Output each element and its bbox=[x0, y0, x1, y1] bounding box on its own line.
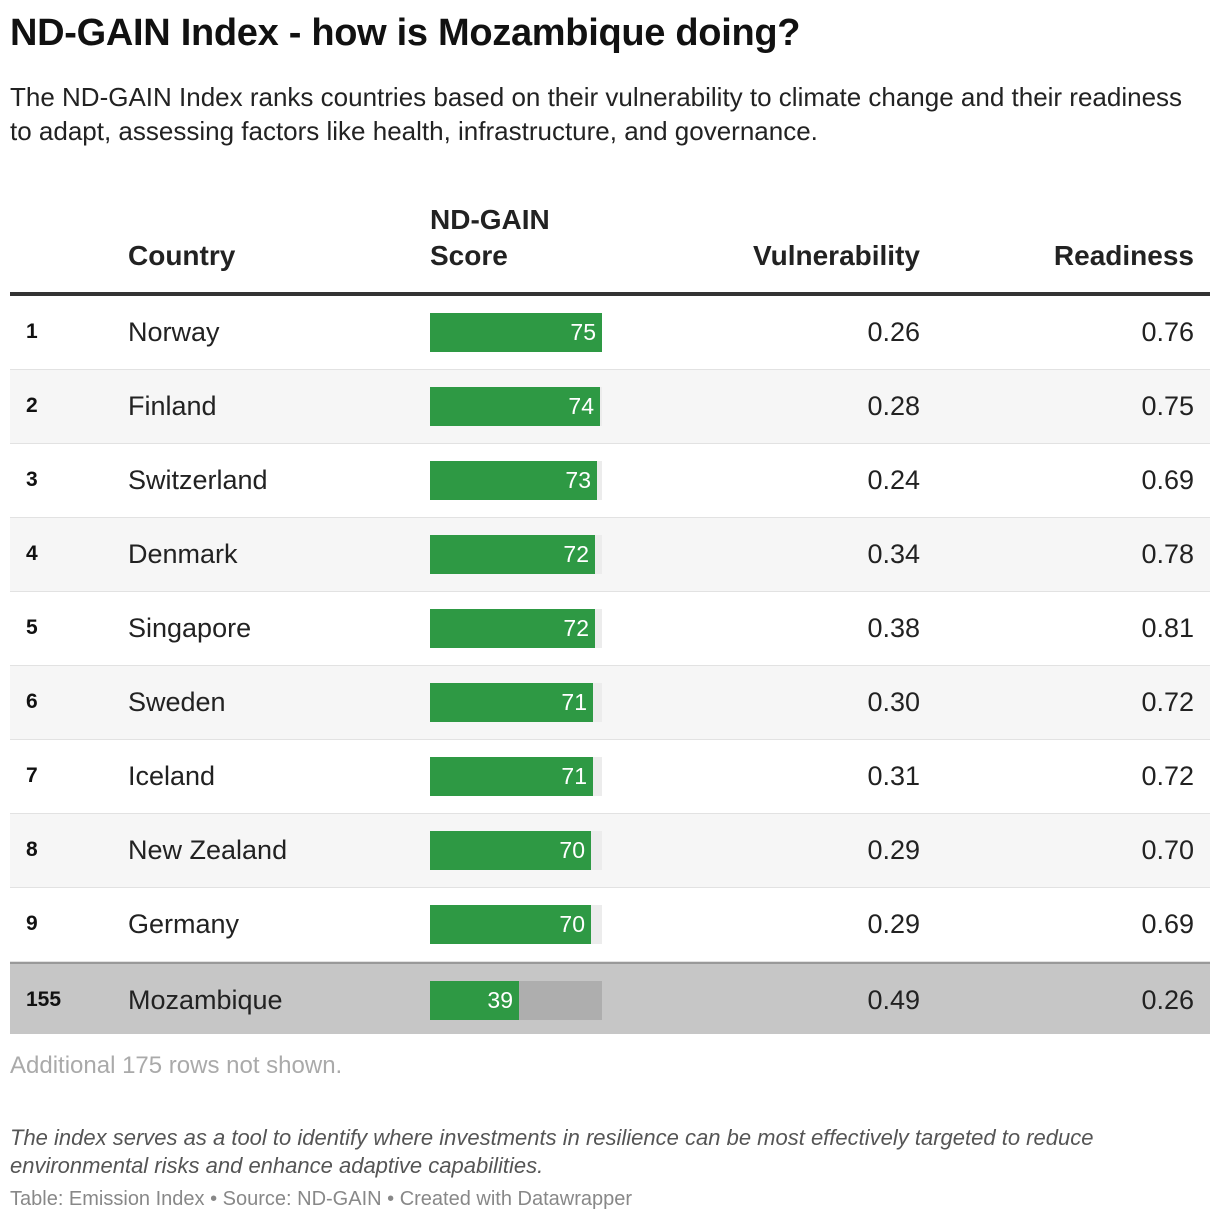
rank-cell: 9 bbox=[26, 912, 38, 935]
score-bar: 71 bbox=[430, 757, 593, 796]
score-bar: 73 bbox=[430, 461, 597, 500]
score-bar: 72 bbox=[430, 609, 595, 648]
vulnerability-cell: 0.28 bbox=[867, 391, 920, 421]
column-header-vulnerability[interactable]: Vulnerability bbox=[752, 240, 920, 271]
table-header: Country ND-GAIN Score Vulnerability Read… bbox=[10, 200, 1210, 296]
readiness-cell: 0.75 bbox=[1141, 391, 1194, 421]
readiness-cell: 0.72 bbox=[1141, 687, 1194, 717]
table-row: 4 Denmark 72 0.34 0.78 bbox=[10, 518, 1210, 592]
score-bar: 70 bbox=[430, 831, 591, 870]
score-bar-track: 71 bbox=[430, 757, 602, 796]
rank-cell: 4 bbox=[26, 542, 38, 565]
rank-cell: 6 bbox=[26, 690, 38, 713]
vulnerability-cell: 0.24 bbox=[867, 465, 920, 495]
score-bar-track: 71 bbox=[430, 683, 602, 722]
rank-cell: 2 bbox=[26, 394, 38, 417]
score-label: 74 bbox=[568, 393, 594, 419]
vulnerability-cell: 0.38 bbox=[867, 613, 920, 643]
readiness-cell: 0.69 bbox=[1141, 465, 1194, 495]
rank-cell: 155 bbox=[26, 988, 62, 1011]
chart-title: ND-GAIN Index - how is Mozambique doing? bbox=[10, 12, 801, 54]
vulnerability-cell: 0.26 bbox=[867, 317, 920, 347]
score-bar-track: 70 bbox=[430, 831, 602, 870]
rank-cell: 1 bbox=[26, 320, 38, 343]
score-bar-track: 75 bbox=[430, 313, 602, 352]
score-label: 73 bbox=[565, 467, 591, 493]
readiness-cell: 0.69 bbox=[1141, 909, 1194, 939]
column-header-score[interactable]: ND-GAIN Score bbox=[430, 204, 550, 271]
table-body: 1 Norway 75 0.26 0.76 2 Finland 74 0.28 0.75 3 Swit… bbox=[10, 296, 1210, 1034]
more-rows-note: Additional 175 rows not shown. bbox=[10, 1052, 343, 1079]
score-bar-track: 39 bbox=[430, 981, 602, 1020]
vulnerability-cell: 0.29 bbox=[867, 835, 920, 865]
readiness-cell: 0.70 bbox=[1141, 835, 1194, 865]
score-bar: 75 bbox=[430, 313, 602, 352]
rank-cell: 7 bbox=[26, 764, 38, 787]
score-label: 71 bbox=[561, 763, 587, 789]
table-row: 3 Switzerland 73 0.24 0.69 bbox=[10, 444, 1210, 518]
vulnerability-cell: 0.34 bbox=[867, 539, 920, 569]
table-row: 8 New Zealand 70 0.29 0.70 bbox=[10, 814, 1210, 888]
rank-cell: 3 bbox=[26, 468, 38, 491]
table-row: 7 Iceland 71 0.31 0.72 bbox=[10, 740, 1210, 814]
score-bar: 71 bbox=[430, 683, 593, 722]
score-label: 71 bbox=[561, 689, 587, 715]
score-bar-track: 72 bbox=[430, 609, 602, 648]
table-row: 9 Germany 70 0.29 0.69 bbox=[10, 888, 1210, 962]
chart-subtitle: The ND-GAIN Index ranks countries based … bbox=[10, 82, 1183, 146]
chart-notes: The index serves as a tool to identify w… bbox=[10, 1125, 1094, 1178]
table-row: 2 Finland 74 0.28 0.75 bbox=[10, 370, 1210, 444]
table-row: 1 Norway 75 0.26 0.76 bbox=[10, 296, 1210, 370]
score-label: 75 bbox=[570, 319, 596, 345]
country-cell: Switzerland bbox=[128, 465, 268, 495]
country-cell: Iceland bbox=[128, 761, 216, 791]
readiness-cell: 0.72 bbox=[1141, 761, 1194, 791]
score-bar-track: 74 bbox=[430, 387, 602, 426]
country-cell: Norway bbox=[128, 317, 220, 347]
rank-cell: 8 bbox=[26, 838, 38, 861]
rank-cell: 5 bbox=[26, 616, 38, 639]
score-bar-track: 70 bbox=[430, 905, 602, 944]
score-label: 72 bbox=[563, 615, 589, 641]
vulnerability-cell: 0.29 bbox=[867, 909, 920, 939]
score-label: 72 bbox=[563, 541, 589, 567]
table-row: 155 Mozambique 39 0.49 0.26 bbox=[10, 962, 1210, 1034]
vulnerability-cell: 0.49 bbox=[867, 985, 920, 1015]
score-label: 70 bbox=[559, 837, 585, 863]
column-header-country[interactable]: Country bbox=[128, 240, 236, 271]
country-cell: Sweden bbox=[128, 687, 226, 717]
readiness-cell: 0.76 bbox=[1141, 317, 1194, 347]
score-bar: 39 bbox=[430, 981, 519, 1020]
country-cell: Denmark bbox=[128, 539, 238, 569]
country-cell: Singapore bbox=[128, 613, 252, 643]
table-row: 6 Sweden 71 0.30 0.72 bbox=[10, 666, 1210, 740]
readiness-cell: 0.81 bbox=[1141, 613, 1194, 643]
score-label: 39 bbox=[487, 987, 513, 1013]
score-bar: 74 bbox=[430, 387, 600, 426]
score-bar-track: 73 bbox=[430, 461, 602, 500]
country-cell: New Zealand bbox=[128, 835, 288, 865]
vulnerability-cell: 0.31 bbox=[867, 761, 920, 791]
country-cell: Germany bbox=[128, 909, 240, 939]
country-cell: Mozambique bbox=[128, 985, 283, 1015]
score-bar: 70 bbox=[430, 905, 591, 944]
score-label: 70 bbox=[559, 911, 585, 937]
vulnerability-cell: 0.30 bbox=[867, 687, 920, 717]
table-row: 5 Singapore 72 0.38 0.81 bbox=[10, 592, 1210, 666]
score-bar-track: 72 bbox=[430, 535, 602, 574]
column-header-readiness[interactable]: Readiness bbox=[1053, 240, 1194, 271]
country-cell: Finland bbox=[128, 391, 217, 421]
chart-credit: Table: Emission Index • Source: ND-GAIN … bbox=[10, 1188, 633, 1210]
readiness-cell: 0.78 bbox=[1141, 539, 1194, 569]
score-bar: 72 bbox=[430, 535, 595, 574]
readiness-cell: 0.26 bbox=[1141, 985, 1194, 1015]
